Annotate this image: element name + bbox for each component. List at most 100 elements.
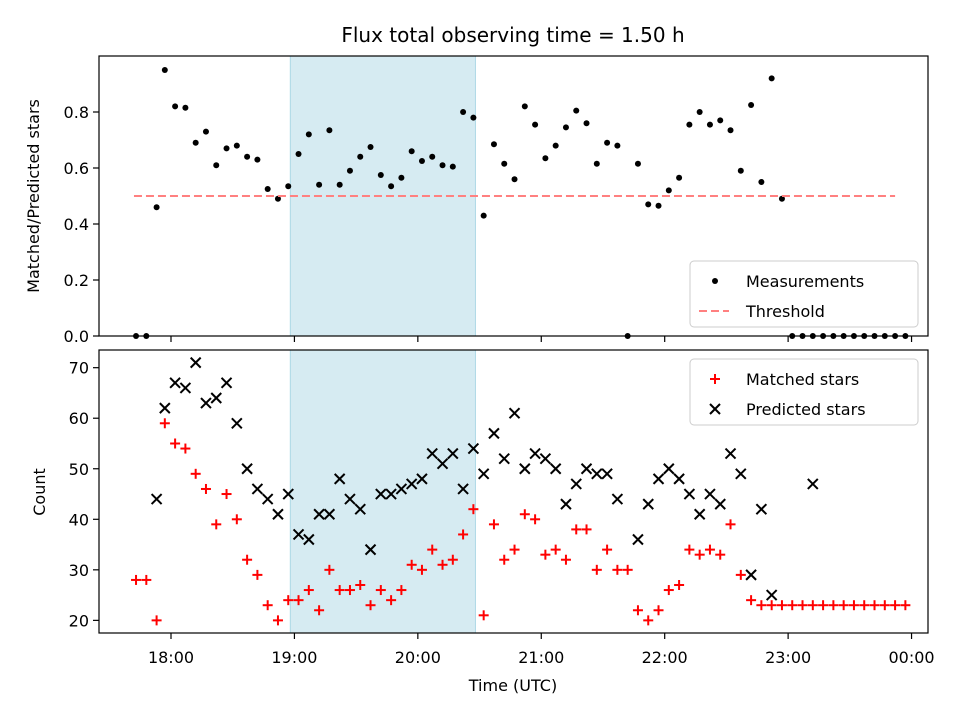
- matched-stars-point: [190, 468, 201, 479]
- measurement-point: [583, 120, 590, 127]
- legend-dot-marker: [712, 278, 718, 284]
- count-y-tick-label: 30: [69, 561, 89, 580]
- x-stroke-2: [313, 508, 325, 520]
- x-stroke-2: [632, 533, 644, 546]
- measurement-point: [346, 167, 353, 174]
- measurement-point: [490, 141, 497, 148]
- measurement-point: [686, 121, 693, 128]
- x-stroke-2: [807, 478, 819, 490]
- x-tick-label: 20:00: [395, 648, 441, 667]
- measurement-point: [727, 127, 734, 134]
- predicted-stars-point: [333, 473, 346, 485]
- measurement-point: [758, 179, 765, 185]
- measurement-point: [388, 183, 395, 190]
- predicted-stars-point: [313, 508, 325, 520]
- x-stroke-2: [652, 473, 665, 485]
- measurement-point: [264, 186, 271, 192]
- predicted-stars-point: [292, 528, 305, 541]
- matched-stars-point: [334, 585, 345, 596]
- matched-stars-point: [180, 443, 191, 454]
- measurement-point: [696, 109, 703, 115]
- measurement-point: [593, 160, 600, 167]
- predicted-stars-point: [807, 478, 819, 490]
- x-tick-label: 00:00: [888, 648, 934, 667]
- x-stroke-2: [375, 488, 387, 500]
- x-stroke-2: [200, 397, 212, 409]
- predicted-stars-point: [261, 493, 274, 505]
- x-stroke-2: [704, 488, 716, 500]
- matched-stars-point: [571, 524, 582, 535]
- legend-label: Measurements: [746, 272, 864, 291]
- measurement-point: [501, 160, 508, 167]
- matched-stars-point: [704, 544, 715, 555]
- predicted-stars-point: [560, 498, 572, 510]
- x-stroke-2: [426, 447, 438, 460]
- measurement-point: [377, 172, 384, 178]
- measurement-point: [614, 142, 621, 149]
- matched-stars-point: [828, 600, 839, 611]
- x-stroke-2: [241, 463, 253, 475]
- predicted-stars-point: [426, 447, 438, 460]
- measurement-point: [573, 107, 580, 114]
- matched-stars-point: [488, 519, 499, 530]
- matched-stars-point: [560, 554, 571, 565]
- x-stroke-2: [272, 508, 284, 520]
- measurement-point: [398, 174, 405, 181]
- matched-stars-point: [632, 605, 643, 616]
- x-stroke-2: [457, 483, 469, 495]
- measurement-point: [521, 103, 528, 110]
- x-stroke-2: [477, 468, 490, 480]
- matched-stars-point: [303, 585, 314, 596]
- matched-stars-point: [622, 564, 633, 575]
- ratio-y-tick-label: 0.2: [64, 271, 89, 290]
- x-stroke-2: [354, 503, 366, 515]
- predicted-stars-point: [375, 488, 387, 500]
- measurement-point: [192, 139, 199, 146]
- measurement-point: [604, 139, 611, 146]
- predicted-stars-point: [231, 417, 243, 429]
- predicted-stars-point: [189, 356, 202, 369]
- ratio-y-tick-label: 0.4: [64, 215, 89, 234]
- x-tick-label: 19:00: [271, 648, 317, 667]
- predicted-stars-point: [539, 452, 552, 465]
- measurement-point: [182, 104, 189, 111]
- count-axes-frame: [98, 349, 929, 634]
- matched-stars-point: [159, 418, 170, 429]
- x-stroke-2: [601, 468, 613, 480]
- legend-box: [689, 260, 919, 328]
- matched-stars-point: [766, 600, 777, 611]
- matched-stars-point: [211, 519, 222, 530]
- x-stroke-2: [580, 463, 593, 475]
- x-stroke-2: [436, 457, 449, 470]
- matched-stars-point: [900, 600, 911, 611]
- measurement-point: [480, 212, 487, 219]
- predicted-stars-point: [447, 447, 459, 460]
- x-stroke-2: [282, 488, 294, 500]
- matched-stars-point: [262, 600, 273, 611]
- measurement-point: [357, 153, 364, 160]
- x-stroke-2: [395, 483, 408, 495]
- x-stroke-2: [220, 377, 233, 389]
- predicted-stars-point: [693, 508, 706, 520]
- matched-stars-point: [838, 600, 849, 611]
- measurement-point: [336, 181, 343, 188]
- predicted-stars-point: [724, 447, 737, 460]
- predicted-stars-point: [519, 463, 531, 475]
- predicted-stars-point: [282, 488, 294, 500]
- matched-stars-point: [591, 564, 602, 575]
- x-stroke-2: [549, 463, 562, 475]
- x-stroke-2: [745, 569, 757, 581]
- count-y-tick-label: 20: [69, 611, 89, 630]
- matched-stars-point: [550, 544, 561, 555]
- matched-stars-point: [735, 569, 746, 580]
- x-stroke-2: [261, 493, 274, 505]
- legend-x-2: [709, 403, 721, 415]
- measurement-point: [552, 142, 559, 149]
- matched-stars-point: [151, 615, 162, 626]
- x-stroke-2: [467, 442, 480, 455]
- count-y-tick-label: 60: [69, 409, 89, 428]
- ratio-legend: Measurements Threshold: [689, 260, 919, 328]
- matched-stars-point: [231, 514, 242, 525]
- predicted-stars-point: [457, 483, 469, 495]
- measurement-point: [172, 103, 179, 110]
